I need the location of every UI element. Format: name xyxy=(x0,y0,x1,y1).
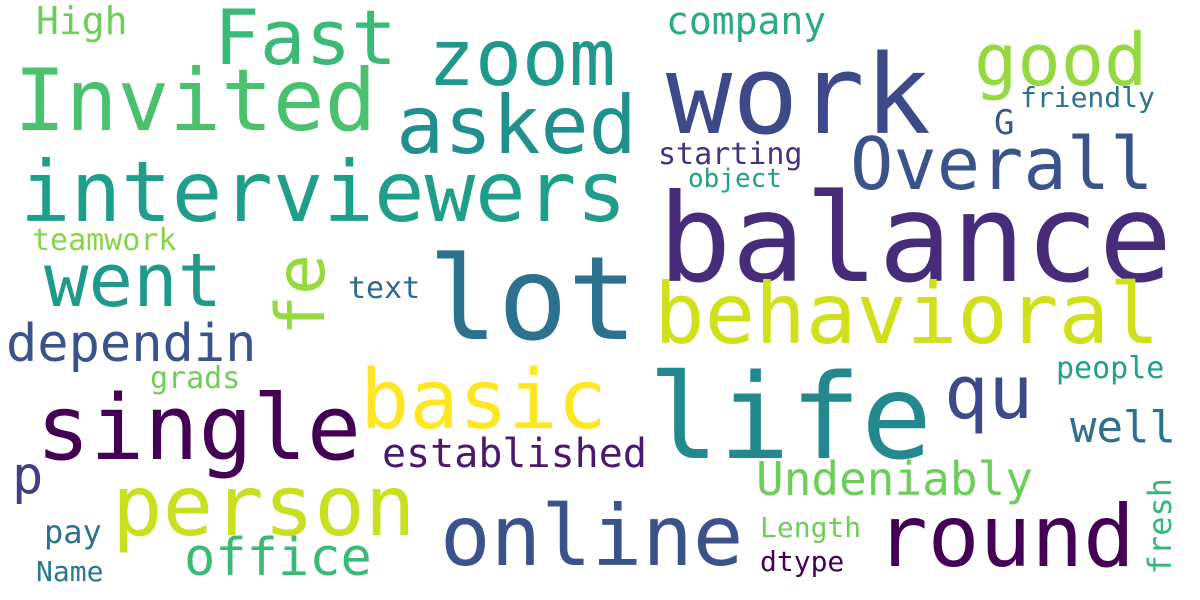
word-name: Name xyxy=(36,555,104,588)
word-lot: lot xyxy=(428,232,638,367)
word-qu: qu xyxy=(944,350,1034,436)
word-dependin: dependin xyxy=(6,314,257,374)
word-object: object xyxy=(688,164,782,194)
word-established: established xyxy=(382,431,647,477)
word-company: company xyxy=(666,0,827,43)
word-fresh: fresh xyxy=(1141,478,1179,575)
word-work: work xyxy=(666,31,931,159)
word-behavioral: behavioral xyxy=(654,265,1160,363)
word-good: good xyxy=(974,18,1148,102)
word-interviewers: interviewers xyxy=(20,143,627,241)
word-overall: Overall xyxy=(850,122,1154,206)
word-g: G xyxy=(994,103,1015,143)
word-text: text xyxy=(348,271,421,306)
word-teamwork: teamwork xyxy=(32,223,177,258)
word-pay: pay xyxy=(44,513,102,551)
word-round: round xyxy=(876,487,1135,587)
word-p: p xyxy=(12,446,44,506)
word-asked: asked xyxy=(396,79,637,172)
word-grads: grads xyxy=(150,361,241,396)
word-undeniably: Undeniably xyxy=(756,452,1033,506)
word-invited: Invited xyxy=(14,51,377,151)
word-zoom: zoom xyxy=(428,14,616,104)
word-balance: balance xyxy=(658,168,1173,310)
word-single: single xyxy=(36,376,362,481)
word-starting: starting xyxy=(658,137,803,172)
word-basic: basic xyxy=(360,353,607,448)
word-high: High xyxy=(36,0,128,43)
word-dtype: dtype xyxy=(760,545,845,578)
word-person: person xyxy=(112,457,416,555)
word-people: people xyxy=(1056,351,1165,386)
word-went: went xyxy=(44,238,223,324)
word-fast: Fast xyxy=(214,0,398,82)
word-life: life xyxy=(648,348,933,486)
word-office: office xyxy=(184,528,372,588)
word-length: Length xyxy=(760,511,862,544)
word-fe: fe xyxy=(262,254,341,336)
word-friendly: friendly xyxy=(1020,81,1155,114)
word-online: online xyxy=(440,487,744,585)
word-well: well xyxy=(1070,402,1176,453)
